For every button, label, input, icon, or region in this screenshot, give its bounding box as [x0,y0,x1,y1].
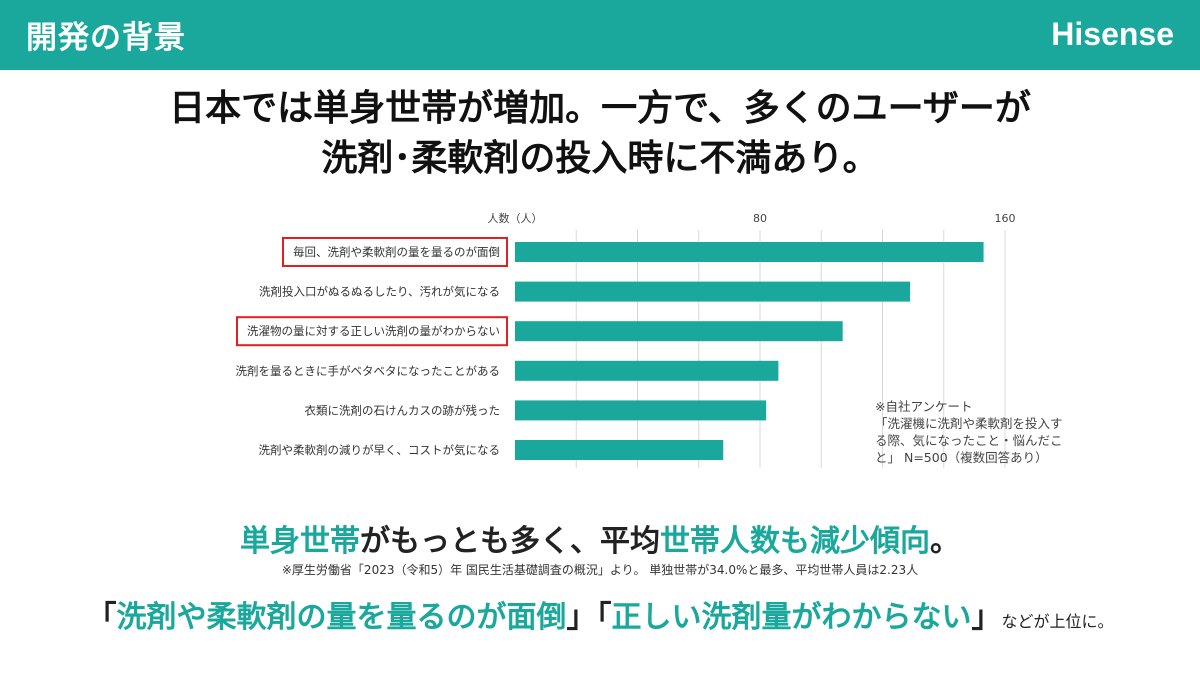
bar [515,360,779,381]
summary-part-3: 世帯人数も減少傾向 [660,524,930,559]
quote-close-2: 」 [971,600,1002,635]
note-line-3: る際、気になったこと・悩んだこ [875,433,1063,448]
quote-open-2: 「 [596,600,612,635]
quote-open-1: 「 [86,600,117,635]
category-label: 洗剤投入口がぬるぬるしたり、汚れが気になる [259,285,500,299]
summary-part-4: 。 [930,524,960,559]
note-line-1: ※自社アンケート [875,399,973,414]
survey-bar-chart: 人数（人） 80 160 毎回、洗剤や柔軟剤の量を量るのが面倒洗剤投入口がぬるぬるした… [236,212,1016,468]
category-label: 洗剤を量るときに手がベタベタになったことがある [236,364,501,378]
conclusion-statement: 「洗剤や柔軟剤の量を量るのが面倒」「正しい洗剤量がわからない」などが上位に。 [0,592,1200,636]
bar [515,440,724,460]
category-label: 洗濯物の量に対する正しい洗剤の量がわからない [247,324,500,338]
note-line-4: と」 N=500（複数回答あり） [875,450,1048,465]
tick-label: 160 [995,212,1016,225]
summary-statement: 単身世帯がもっとも多く、平均世帯人数も減少傾向。 [0,516,1200,560]
highlight-box [236,316,508,347]
tick-label: 80 [753,212,767,225]
section-title: 開発の背景 [26,20,186,56]
axis-unit-label: 人数（人） [488,212,543,225]
category-label: 洗剤や柔軟剤の減りが早く、コストが気になる [259,443,501,457]
quote-2: 正しい洗剤量がわからない [611,600,972,635]
header-bar: 開発の背景 Hisense [0,0,1200,70]
headline: 日本では単身世帯が増加。一方で、多くのユーザーが 洗剤･柔軟剤の投入時に不満あり… [0,84,1200,184]
conclusion-tail: などが上位に。 [1001,612,1114,631]
survey-note: ※自社アンケート 「洗濯機に洗剤や柔軟剤を投入す る際、気になったこと・悩んだこ… [875,398,1085,466]
summary-part-2: がもっとも多く、平均 [360,524,660,559]
bar [515,242,984,262]
quote-close-1: 」 [566,600,597,635]
category-label: 毎回、洗剤や柔軟剤の量を量るのが面倒 [293,245,500,259]
quote-1: 洗剤や柔軟剤の量を量るのが面倒 [116,600,567,635]
brand-logo: Hisense [1051,16,1174,52]
note-line-2: 「洗濯機に洗剤や柔軟剤を投入す [875,416,1063,431]
bar [515,281,911,302]
headline-line-1: 日本では単身世帯が増加。一方で、多くのユーザーが [169,88,1031,129]
source-note: ※厚生労働省「2023（令和5）年 国民生活基礎調査の概況」より。 単独世帯が3… [281,563,919,577]
summary-part-1: 単身世帯 [240,524,360,559]
bar [515,321,843,342]
highlight-box [282,237,508,267]
category-label: 衣類に洗剤の石けんカスの跡が残った [305,403,501,417]
headline-line-2: 洗剤･柔軟剤の投入時に不満あり。 [321,138,879,179]
bar [515,400,767,421]
